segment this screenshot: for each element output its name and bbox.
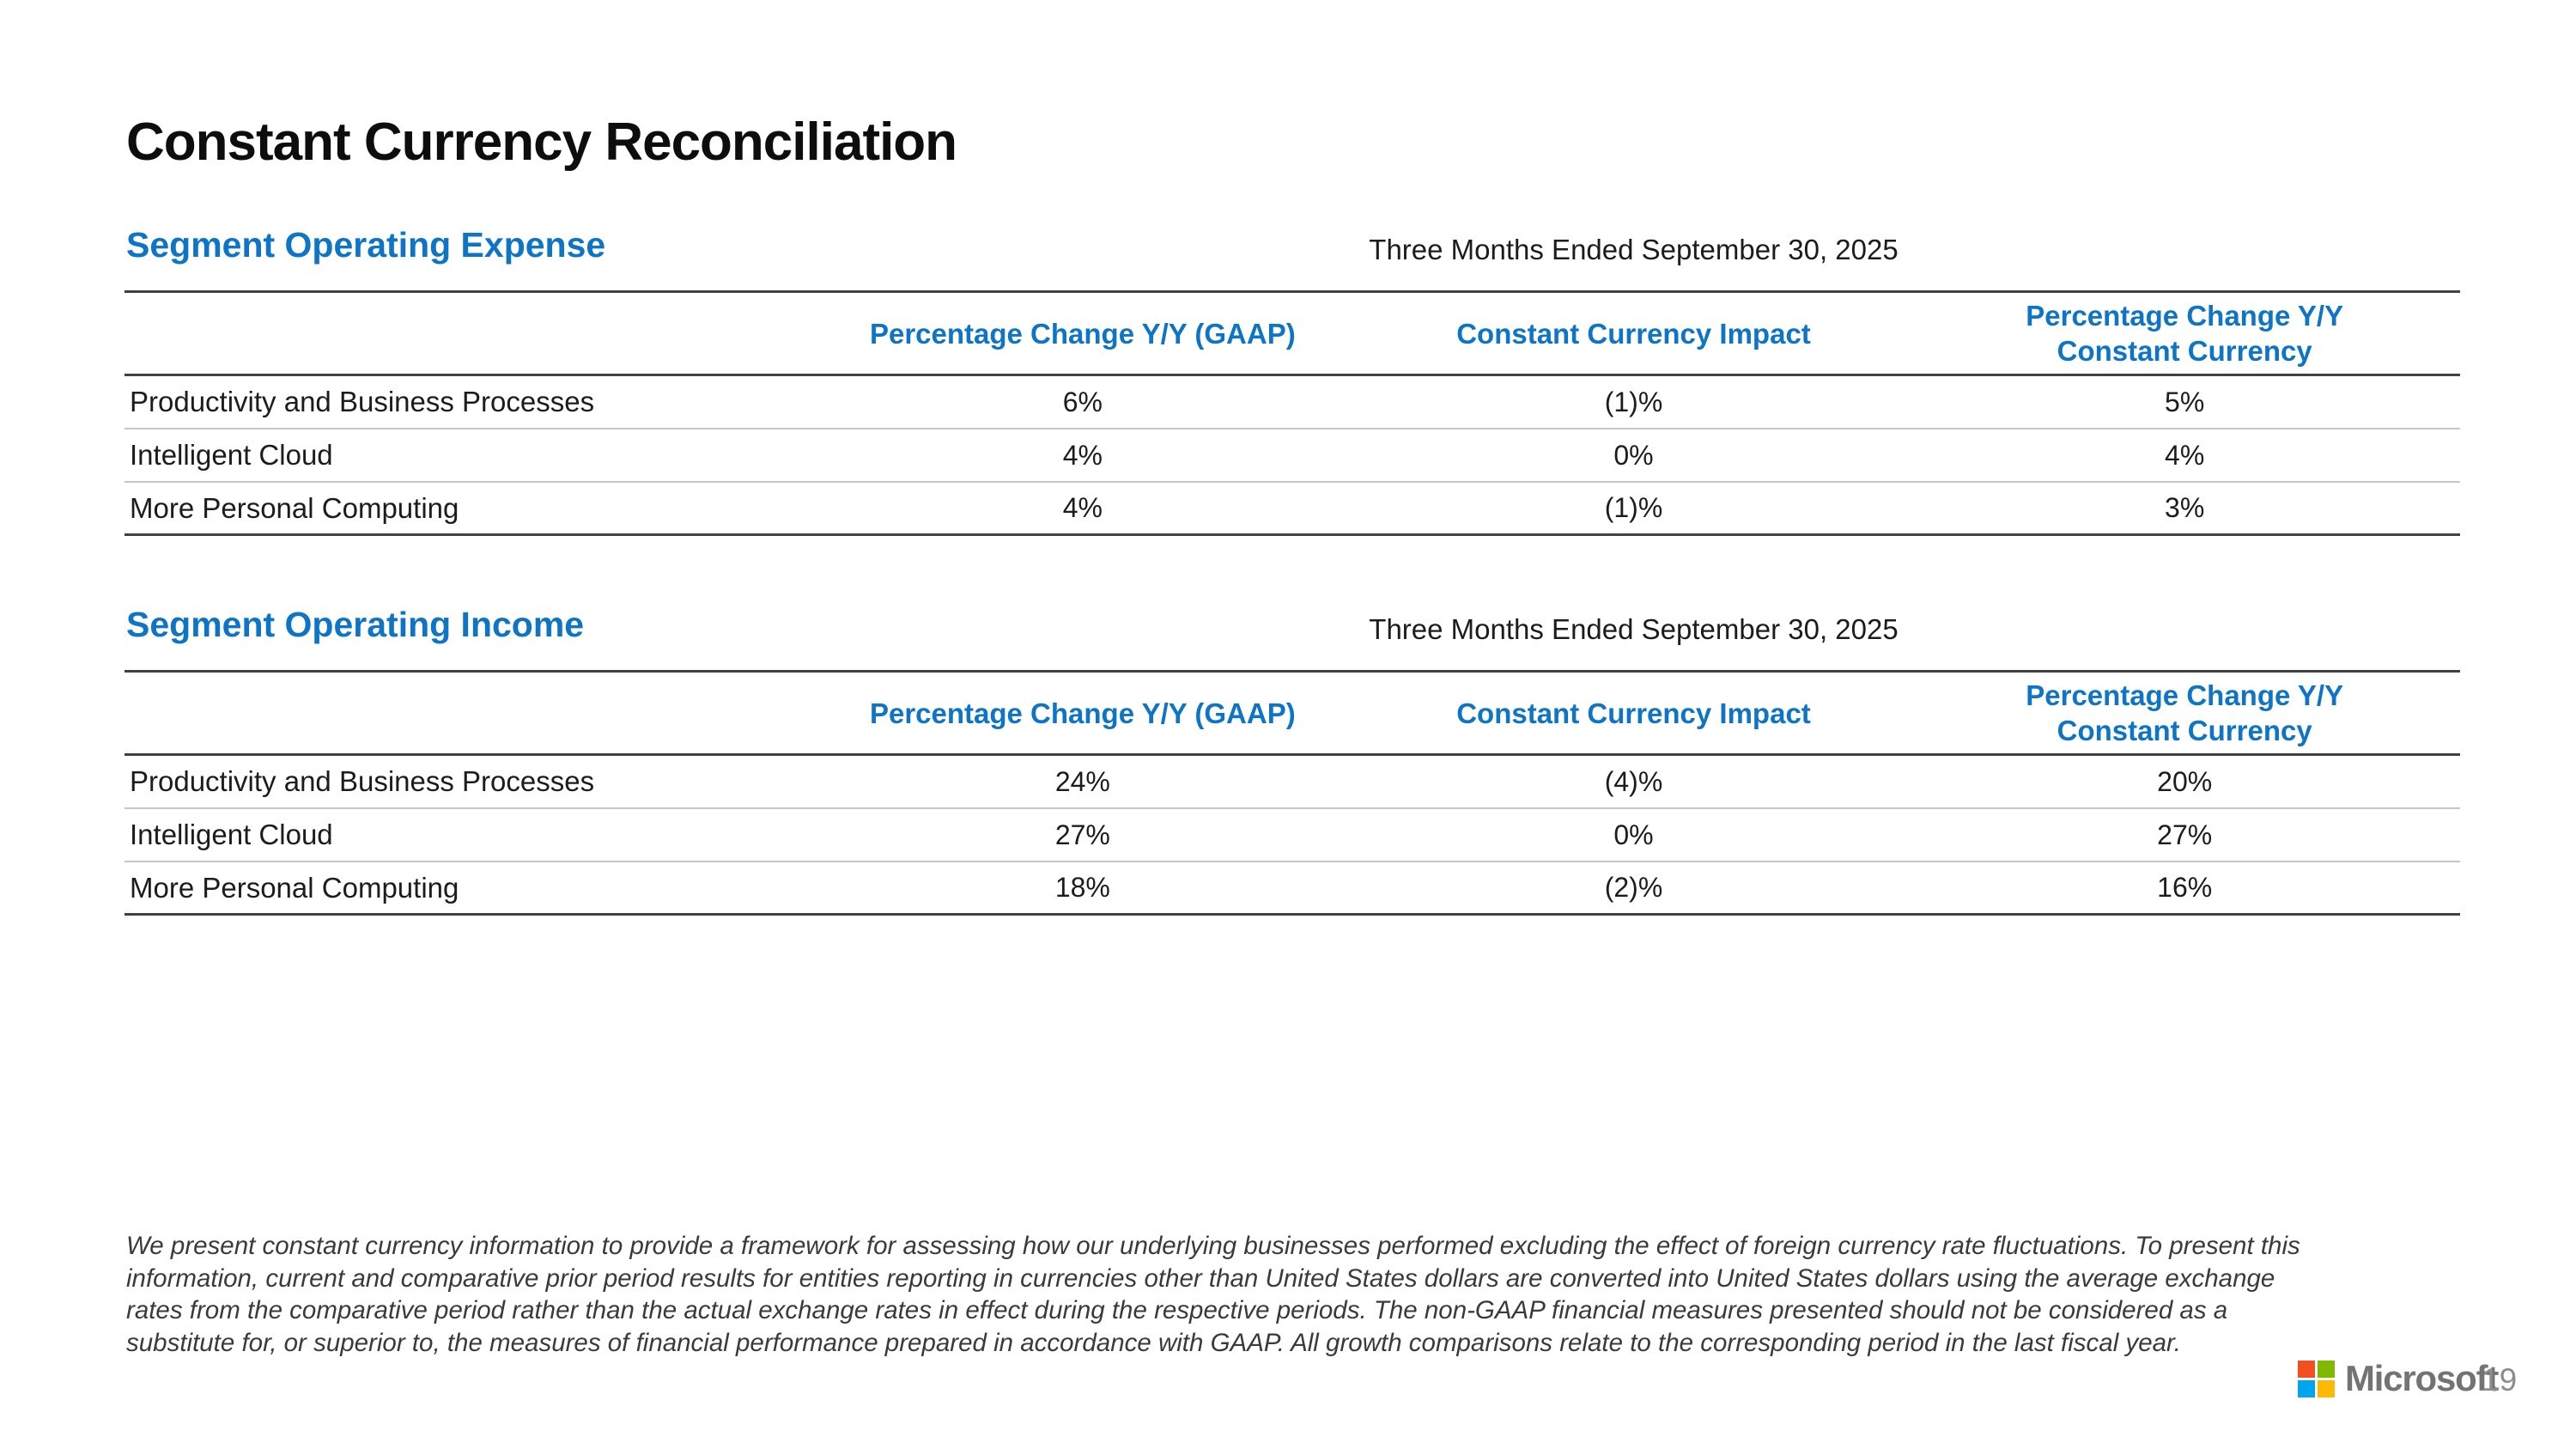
table-header-row: Percentage Change Y/Y (GAAP) Constant Cu… — [125, 673, 2460, 756]
column-header-line1: Percentage Change Y/Y — [2026, 679, 2344, 711]
column-header-impact: Constant Currency Impact — [1456, 697, 1811, 729]
column-header-constant-currency: Percentage Change Y/Y Constant Currency — [1909, 298, 2460, 368]
column-header-impact: Constant Currency Impact — [1456, 317, 1811, 350]
microsoft-logo-icon — [2298, 1361, 2335, 1397]
page-title: Constant Currency Reconciliation — [126, 113, 957, 172]
table-row: More Personal Computing 4% (1)% 3% — [125, 483, 2460, 536]
cell-impact: (1)% — [1604, 386, 1663, 417]
section-heading-operating-income: Segment Operating Income — [126, 605, 585, 644]
table-row: Intelligent Cloud 27% 0% 27% — [125, 809, 2460, 862]
table-row: Productivity and Business Processes 6% (… — [125, 376, 2460, 429]
logo-square-green — [2318, 1361, 2335, 1378]
microsoft-wordmark: Microsoft — [2345, 1358, 2499, 1398]
cell-impact: (1)% — [1604, 492, 1663, 523]
table-row: More Personal Computing 18% (2)% 16% — [125, 862, 2460, 916]
cell-impact: 0% — [1613, 439, 1654, 471]
table-row: Intelligent Cloud 4% 0% 4% — [125, 429, 2460, 483]
column-header-line2: Constant Currency — [2057, 715, 2312, 746]
table-row: Productivity and Business Processes 24% … — [125, 756, 2460, 809]
cell-constant-currency: 3% — [2165, 492, 2205, 523]
section-heading-operating-expense: Segment Operating Expense — [126, 225, 606, 265]
operating-expense-table: Percentage Change Y/Y (GAAP) Constant Cu… — [125, 290, 2460, 536]
table-header-row: Percentage Change Y/Y (GAAP) Constant Cu… — [125, 293, 2460, 376]
cell-constant-currency: 16% — [2157, 872, 2213, 903]
period-label: Three Months Ended September 30, 2025 — [1369, 613, 1899, 645]
row-label: Intelligent Cloud — [130, 439, 333, 471]
cell-gaap: 24% — [1054, 765, 1110, 797]
cell-impact: (4)% — [1604, 765, 1663, 797]
cell-gaap: 6% — [1062, 386, 1103, 417]
cell-constant-currency: 5% — [2165, 386, 2205, 417]
column-header-gaap: Percentage Change Y/Y (GAAP) — [869, 317, 1296, 350]
logo-square-yellow — [2318, 1380, 2335, 1397]
cell-constant-currency: 4% — [2165, 439, 2205, 471]
cell-gaap: 27% — [1054, 819, 1110, 850]
column-header-gaap: Percentage Change Y/Y (GAAP) — [869, 697, 1296, 729]
slide-page-number: 19 — [2482, 1362, 2518, 1397]
column-header-line1: Percentage Change Y/Y — [2026, 300, 2344, 332]
row-label: More Personal Computing — [130, 871, 459, 904]
period-label: Three Months Ended September 30, 2025 — [1369, 234, 1899, 265]
constant-currency-footnote: We present constant currency information… — [126, 1232, 2300, 1357]
cell-gaap: 4% — [1062, 439, 1103, 471]
cell-constant-currency: 27% — [2157, 819, 2213, 850]
row-label: More Personal Computing — [130, 491, 459, 524]
cell-impact: (2)% — [1604, 872, 1663, 903]
cell-constant-currency: 20% — [2157, 765, 2213, 797]
logo-square-red — [2298, 1361, 2315, 1378]
cell-gaap: 4% — [1062, 492, 1103, 523]
column-header-line2: Constant Currency — [2057, 335, 2312, 367]
row-label: Productivity and Business Processes — [130, 765, 595, 797]
row-label: Intelligent Cloud — [130, 819, 333, 850]
cell-impact: 0% — [1613, 819, 1654, 850]
logo-square-blue — [2298, 1380, 2315, 1397]
operating-income-table: Percentage Change Y/Y (GAAP) Constant Cu… — [125, 670, 2460, 916]
row-label: Productivity and Business Processes — [130, 386, 595, 417]
cell-gaap: 18% — [1054, 872, 1110, 903]
column-header-constant-currency: Percentage Change Y/Y Constant Currency — [1909, 678, 2460, 748]
